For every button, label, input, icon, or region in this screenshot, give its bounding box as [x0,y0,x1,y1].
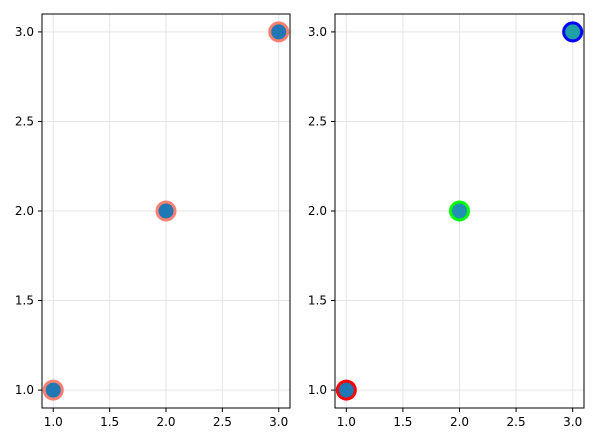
x-tick-label: 3.0 [563,415,582,429]
y-tick-label: 3.0 [15,25,34,39]
data-point [562,21,584,43]
y-tick-label: 2.0 [15,204,34,218]
data-point [155,200,177,222]
x-tick-label: 2.5 [507,415,526,429]
x-tick-label: 2.0 [156,415,175,429]
y-tick-label: 1.0 [308,383,327,397]
y-tick-label: 3.0 [308,25,327,39]
y-tick-label: 1.5 [308,294,327,308]
data-point [268,21,290,43]
x-tick-label: 1.0 [337,415,356,429]
y-tick-label: 2.5 [308,114,327,128]
y-tick-label: 1.0 [15,383,34,397]
x-tick-label: 3.0 [269,415,288,429]
left-scatter-plot: 1.0 1.5 2.0 2.5 3.0 1.0 1.5 2.0 2.5 3.0 [15,13,291,429]
x-tick-label: 1.0 [44,415,63,429]
data-point [335,379,357,401]
right-scatter-plot: 1.0 1.5 2.0 2.5 3.0 1.0 1.5 2.0 2.5 3.0 [308,13,585,429]
x-tick-label: 1.5 [393,415,412,429]
data-point [449,200,470,222]
x-tick-label: 2.5 [213,415,232,429]
y-tick-label: 1.5 [15,294,34,308]
x-tick-label: 2.0 [450,415,469,429]
y-tick-label: 2.5 [15,114,34,128]
data-point [42,379,64,401]
x-tick-label: 1.5 [100,415,119,429]
y-tick-label: 2.0 [308,204,327,218]
